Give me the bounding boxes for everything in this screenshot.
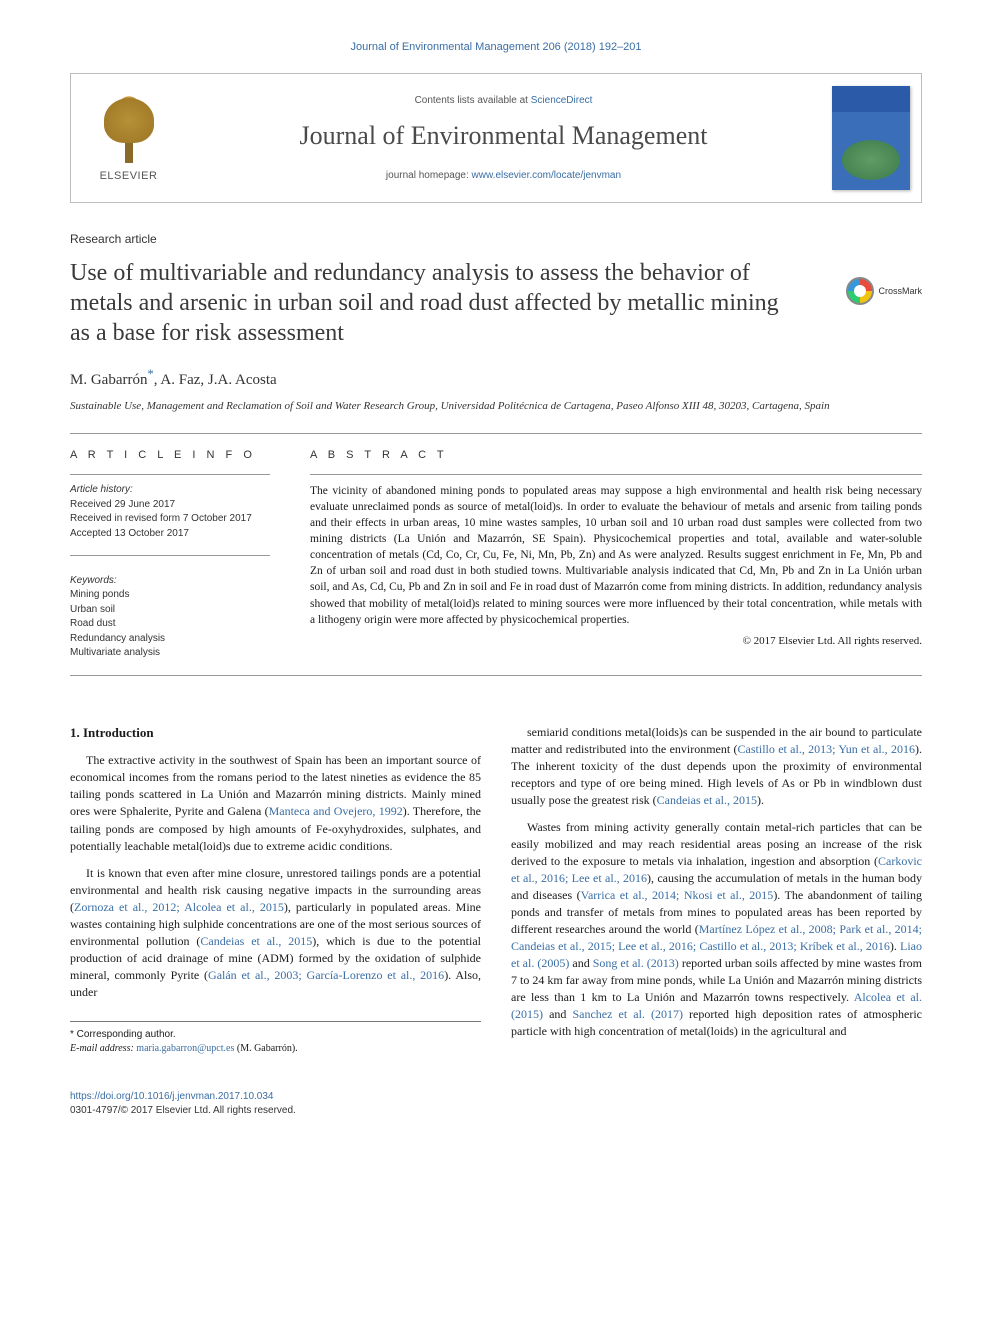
- affiliation: Sustainable Use, Management and Reclamat…: [70, 399, 922, 413]
- citation[interactable]: Song et al. (2013): [593, 956, 679, 970]
- article-title: Use of multivariable and redundancy anal…: [70, 258, 800, 348]
- publisher-name: ELSEVIER: [100, 169, 158, 184]
- body-columns: 1. Introduction The extractive activity …: [70, 724, 922, 1056]
- homepage-line: journal homepage: www.elsevier.com/locat…: [196, 169, 811, 183]
- citation[interactable]: Candeias et al., 2015: [657, 793, 757, 807]
- keyword: Mining ponds: [70, 588, 270, 603]
- keywords-label: Keywords:: [70, 574, 270, 588]
- history-received: Received 29 June 2017: [70, 498, 270, 513]
- rule-abs: [310, 474, 922, 475]
- keyword: Road dust: [70, 617, 270, 632]
- journal-cover-icon: [832, 86, 910, 190]
- email-label: E-mail address:: [70, 1043, 136, 1054]
- running-head: Journal of Environmental Management 206 …: [70, 40, 922, 55]
- text: Wastes from mining activity generally co…: [511, 820, 922, 868]
- crossmark-icon: [846, 277, 874, 305]
- corresponding-note: * Corresponding author.: [70, 1028, 481, 1042]
- abstract-copyright: © 2017 Elsevier Ltd. All rights reserved…: [310, 634, 922, 649]
- elsevier-tree-icon: [94, 93, 164, 163]
- email-who: (M. Gabarrón).: [234, 1043, 297, 1054]
- abstract-head: A B S T R A C T: [310, 448, 922, 463]
- article-type: Research article: [70, 231, 800, 248]
- article-info-head: A R T I C L E I N F O: [70, 448, 270, 464]
- rule-top: [70, 433, 922, 434]
- issn-line: 0301-4797/© 2017 Elsevier Ltd. All right…: [70, 1104, 922, 1118]
- contents-lists-line: Contents lists available at ScienceDirec…: [196, 94, 811, 108]
- doi-link[interactable]: https://doi.org/10.1016/j.jenvman.2017.1…: [70, 1090, 922, 1104]
- citation[interactable]: Candeias et al., 2015: [200, 934, 312, 948]
- email-line: E-mail address: maria.gabarron@upct.es (…: [70, 1042, 481, 1056]
- doi-block: https://doi.org/10.1016/j.jenvman.2017.1…: [70, 1090, 922, 1118]
- citation[interactable]: Galán et al., 2003; García-Lorenzo et al…: [208, 968, 444, 982]
- abstract-block: A B S T R A C T The vicinity of abandone…: [310, 448, 922, 660]
- homepage-prefix: journal homepage:: [386, 170, 472, 181]
- text: ).: [757, 793, 764, 807]
- crossmark-widget[interactable]: CrossMark: [846, 277, 922, 305]
- keyword: Urban soil: [70, 603, 270, 618]
- crossmark-label: CrossMark: [878, 285, 922, 298]
- author-list: M. Gabarrón*, A. Faz, J.A. Acosta: [70, 366, 922, 391]
- journal-name: Journal of Environmental Management: [196, 118, 811, 154]
- para-3: semiarid conditions metal(loids)s can be…: [511, 724, 922, 809]
- abstract-text: The vicinity of abandoned mining ponds t…: [310, 483, 922, 628]
- citation[interactable]: Zornoza et al., 2012; Alcolea et al., 20…: [74, 900, 284, 914]
- email-address[interactable]: maria.gabarron@upct.es: [136, 1043, 234, 1054]
- sciencedirect-link[interactable]: ScienceDirect: [531, 95, 593, 106]
- citation[interactable]: Manteca and Ovejero, 1992: [269, 804, 403, 818]
- citation[interactable]: Sanchez et al. (2017): [572, 1007, 683, 1021]
- journal-banner: ELSEVIER Contents lists available at Sci…: [70, 73, 922, 203]
- footnote-block: * Corresponding author. E-mail address: …: [70, 1021, 481, 1056]
- rule-info: [70, 474, 270, 475]
- text: and: [543, 1007, 572, 1021]
- publisher-logo-block: ELSEVIER: [71, 74, 186, 202]
- citation[interactable]: Castillo et al., 2013; Yun et al., 2016: [738, 742, 915, 756]
- rule-bottom: [70, 675, 922, 676]
- para-2: It is known that even after mine closure…: [70, 865, 481, 1001]
- citation[interactable]: Varrica et al., 2014; Nkosi et al., 2015: [581, 888, 774, 902]
- history-accepted: Accepted 13 October 2017: [70, 527, 270, 542]
- keyword: Redundancy analysis: [70, 632, 270, 647]
- author-primary: M. Gabarrón: [70, 372, 147, 388]
- text: ).: [890, 939, 900, 953]
- rule-kw: [70, 555, 270, 556]
- homepage-url[interactable]: www.elsevier.com/locate/jenvman: [472, 170, 622, 181]
- meta-row: A R T I C L E I N F O Article history: R…: [70, 448, 922, 660]
- para-1: The extractive activity in the southwest…: [70, 752, 481, 854]
- article-info-block: A R T I C L E I N F O Article history: R…: [70, 448, 270, 660]
- authors-rest: , A. Faz, J.A. Acosta: [154, 372, 277, 388]
- para-4: Wastes from mining activity generally co…: [511, 819, 922, 1040]
- banner-center: Contents lists available at ScienceDirec…: [186, 74, 821, 202]
- cover-thumb-block: [821, 74, 921, 202]
- section-1-head: 1. Introduction: [70, 724, 481, 742]
- text: and: [569, 956, 592, 970]
- keyword: Multivariate analysis: [70, 646, 270, 661]
- history-label: Article history:: [70, 483, 270, 498]
- history-revised: Received in revised form 7 October 2017: [70, 512, 270, 527]
- contents-prefix: Contents lists available at: [415, 95, 531, 106]
